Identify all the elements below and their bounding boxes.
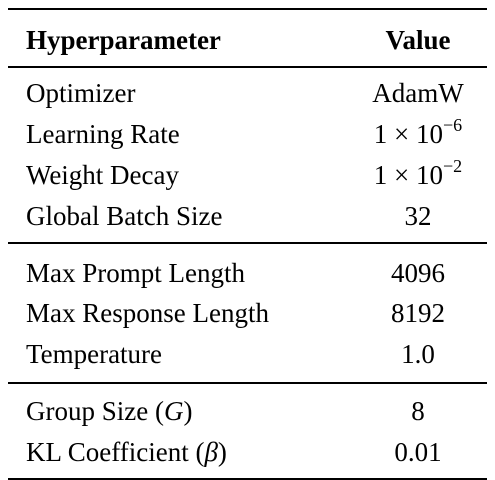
table-row: Group Size (G) 8 <box>8 391 487 431</box>
table-row: Optimizer AdamW <box>8 73 487 113</box>
param-text: ) <box>217 437 227 467</box>
param-kl-coefficient: KL Coefficient (β) <box>26 432 227 472</box>
value-learning-rate: 1 × 10−6 <box>348 114 488 154</box>
param-text: ) <box>183 396 193 426</box>
value-global-batch-size: 32 <box>404 201 432 231</box>
table-row: KL Coefficient (β) 0.01 <box>8 432 487 472</box>
param-learning-rate: Learning Rate <box>26 119 180 149</box>
param-temperature: Temperature <box>26 339 163 369</box>
param-global-batch-size: Global Batch Size <box>26 201 223 231</box>
param-optimizer: Optimizer <box>26 78 136 108</box>
param-text: KL Coefficient ( <box>26 437 205 467</box>
table-row: Max Prompt Length 4096 <box>8 253 487 293</box>
value-mantissa: 1 × 10 <box>373 160 444 190</box>
math-symbol-g: G <box>163 396 184 426</box>
bottom-rule <box>8 478 487 480</box>
table-row: Max Response Length 8192 <box>8 293 487 333</box>
value-max-prompt-length: 4096 <box>391 258 445 288</box>
value-exponent: −6 <box>443 115 463 135</box>
header-hyperparameter: Hyperparameter <box>26 25 221 55</box>
group-rule <box>8 382 487 384</box>
value-kl-coefficient: 0.01 <box>394 437 442 467</box>
table-row: Temperature 1.0 <box>8 334 487 374</box>
top-rule <box>8 8 487 10</box>
table-header-row: Hyperparameter Value <box>8 20 487 60</box>
param-group-size: Group Size (G) <box>26 391 192 431</box>
header-rule <box>8 66 487 68</box>
param-weight-decay: Weight Decay <box>26 160 180 190</box>
value-group-size: 8 <box>411 396 425 426</box>
math-symbol-beta: β <box>204 437 218 467</box>
value-weight-decay: 1 × 10−2 <box>348 155 488 195</box>
value-mantissa: 1 × 10 <box>373 119 444 149</box>
group-rule <box>8 242 487 244</box>
param-max-prompt-length: Max Prompt Length <box>26 258 245 288</box>
table-row: Global Batch Size 32 <box>8 196 487 236</box>
value-exponent: −2 <box>443 156 463 176</box>
value-max-response-length: 8192 <box>391 298 445 328</box>
value-temperature: 1.0 <box>401 339 435 369</box>
table-row: Weight Decay 1 × 10−2 <box>8 155 487 195</box>
header-value: Value <box>385 25 451 55</box>
value-optimizer: AdamW <box>372 78 464 108</box>
param-max-response-length: Max Response Length <box>26 298 269 328</box>
param-text: Group Size ( <box>26 396 164 426</box>
table-row: Learning Rate 1 × 10−6 <box>8 114 487 154</box>
